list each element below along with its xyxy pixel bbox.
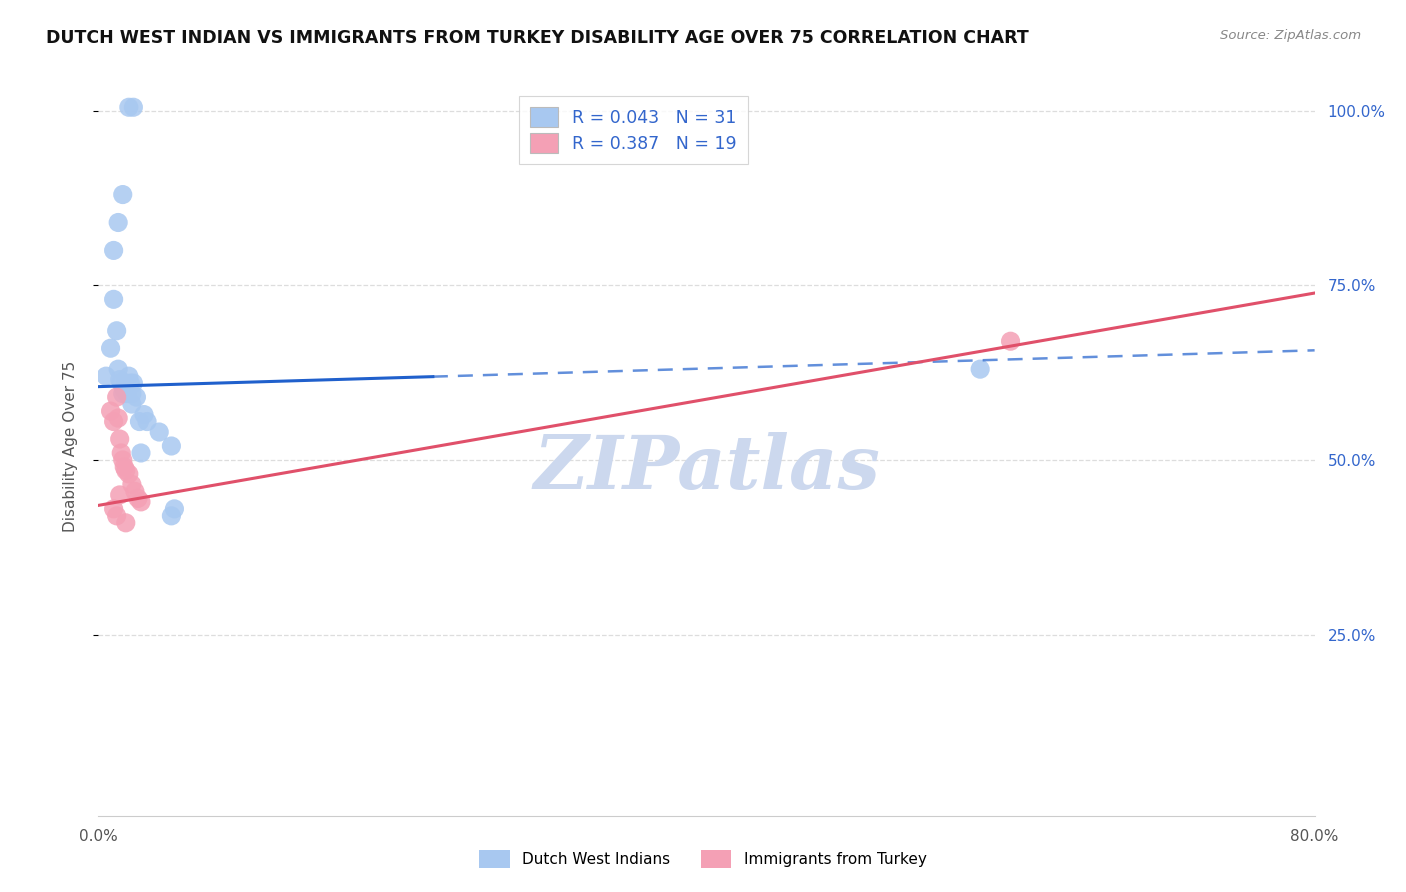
- Point: [163, 501, 186, 516]
- Point: [136, 415, 159, 429]
- Point: [114, 376, 136, 391]
- Point: [108, 373, 131, 387]
- Point: [100, 341, 122, 355]
- Point: [121, 386, 143, 401]
- Point: [114, 516, 136, 530]
- Point: [111, 187, 134, 202]
- Legend: R = 0.043   N = 31, R = 0.387   N = 19: R = 0.043 N = 31, R = 0.387 N = 19: [519, 95, 748, 164]
- Text: ZIPatlas: ZIPatlas: [533, 432, 880, 505]
- Point: [114, 463, 136, 477]
- Point: [118, 467, 141, 481]
- Point: [108, 488, 131, 502]
- Point: [122, 100, 145, 114]
- Point: [120, 376, 142, 391]
- Point: [112, 383, 135, 397]
- Point: [107, 362, 129, 376]
- Point: [118, 369, 141, 384]
- Point: [111, 386, 134, 401]
- Point: [122, 376, 145, 391]
- Point: [118, 100, 141, 114]
- Point: [160, 439, 183, 453]
- Point: [110, 446, 132, 460]
- Point: [969, 362, 991, 376]
- Point: [110, 376, 132, 391]
- Point: [105, 508, 128, 523]
- Point: [108, 432, 131, 446]
- Point: [121, 397, 143, 411]
- Point: [128, 415, 150, 429]
- Point: [103, 415, 125, 429]
- Point: [121, 477, 143, 491]
- Point: [107, 215, 129, 229]
- Point: [148, 425, 170, 439]
- Point: [105, 324, 128, 338]
- Point: [103, 293, 125, 307]
- Point: [111, 453, 134, 467]
- Point: [132, 408, 155, 422]
- Point: [100, 404, 122, 418]
- Text: Source: ZipAtlas.com: Source: ZipAtlas.com: [1220, 29, 1361, 42]
- Point: [117, 386, 139, 401]
- Point: [105, 390, 128, 404]
- Point: [125, 390, 148, 404]
- Point: [94, 369, 117, 384]
- Y-axis label: Disability Age Over 75: Disability Age Over 75: [63, 360, 77, 532]
- Point: [1000, 334, 1022, 349]
- Point: [129, 446, 152, 460]
- Point: [103, 501, 125, 516]
- Point: [124, 484, 146, 499]
- Point: [103, 244, 125, 258]
- Text: DUTCH WEST INDIAN VS IMMIGRANTS FROM TURKEY DISABILITY AGE OVER 75 CORRELATION C: DUTCH WEST INDIAN VS IMMIGRANTS FROM TUR…: [46, 29, 1029, 46]
- Point: [160, 508, 183, 523]
- Point: [127, 491, 149, 506]
- Point: [107, 411, 129, 425]
- Point: [112, 459, 135, 474]
- Point: [129, 495, 152, 509]
- Legend: Dutch West Indians, Immigrants from Turkey: Dutch West Indians, Immigrants from Turk…: [474, 844, 932, 873]
